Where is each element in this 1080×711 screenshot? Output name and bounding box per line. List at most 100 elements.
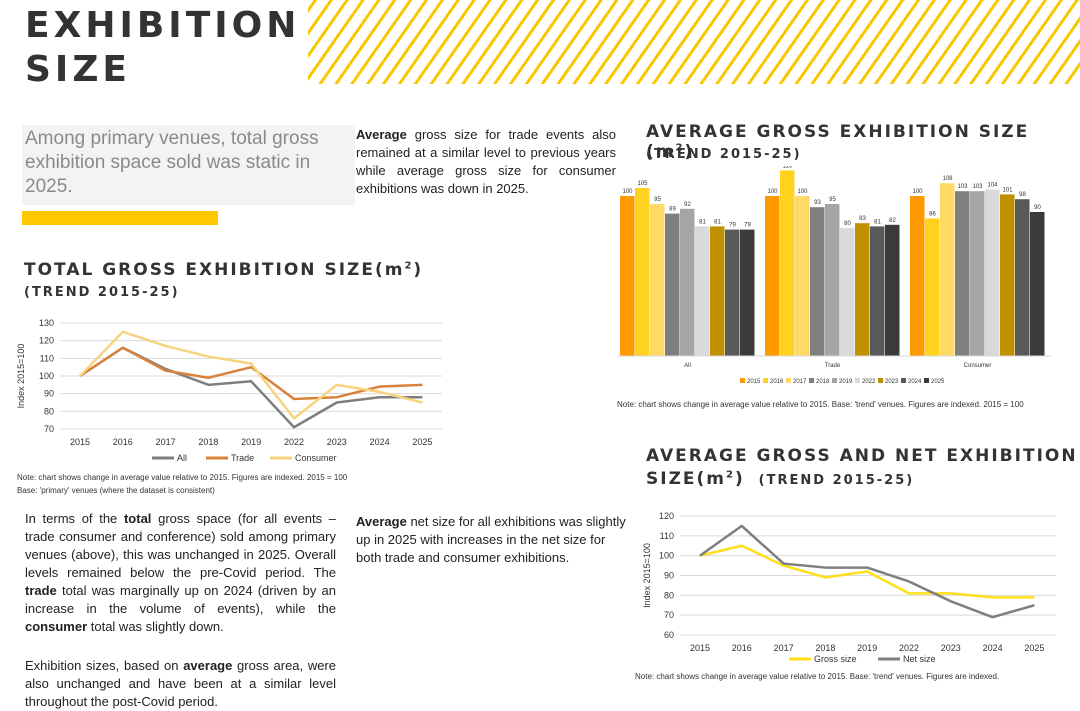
bar-legend-swatch — [786, 378, 791, 383]
exhibition-sizes-paragraph: Exhibition sizes, based on average gross… — [25, 657, 336, 711]
tg-p1-g: total was slightly down. — [87, 619, 224, 634]
bar-all-2025 — [740, 229, 755, 356]
total-legend-label: All — [177, 453, 187, 463]
bar-consumer-2019 — [970, 191, 985, 356]
total-x-tick: 2018 — [198, 437, 218, 447]
bar-value-label: 82 — [889, 218, 896, 224]
bar-legend-swatch — [901, 378, 906, 383]
avg_net-y-tick: 100 — [659, 551, 674, 561]
total-y-tick: 90 — [44, 389, 54, 399]
bar-legend-label: 2016 — [770, 379, 784, 385]
total-x-tick: 2023 — [327, 437, 347, 447]
total-legend-label: Trade — [231, 453, 254, 463]
bar-consumer-2018 — [955, 191, 970, 356]
avg-gross-chart-note: Note: chart shows change in average valu… — [617, 400, 1024, 409]
tg-p1-c: gross space (for all events – trade cons… — [25, 511, 336, 580]
avg-net-rest: net size for all exhibitions was slightl… — [356, 514, 626, 565]
total-chart: 70 80 90 100 110 120 130 2015 2016 2017 2018 2019 20… — [16, 318, 442, 463]
bar-value-label: 81 — [874, 219, 881, 225]
avg_net-y-tick: 60 — [664, 630, 674, 640]
avg_net-x-tick: 2025 — [1024, 643, 1044, 653]
bar-all-2015 — [620, 196, 635, 356]
bar-value-label: 93 — [814, 200, 821, 206]
total-x-tick: 2016 — [113, 437, 133, 447]
avg-net-chart-title2: SIZE(m2) (TREND 2015-25) — [646, 469, 914, 489]
total-x-tick: 2022 — [284, 437, 304, 447]
avg_net-x-tick: 2016 — [732, 643, 752, 653]
bar-value-label: 89 — [669, 207, 676, 213]
bar-value-label: 81 — [714, 219, 721, 225]
total-chart-base: Base: 'primary' venues (where the datase… — [17, 486, 215, 495]
bar-value-label: 100 — [797, 189, 808, 195]
bar-all-2022 — [695, 226, 710, 356]
bar-category-label: Consumer — [964, 363, 992, 369]
tg-p2-a: Exhibition sizes, based on — [25, 658, 184, 673]
bar-legend-swatch — [809, 378, 814, 383]
bar-trade-2015 — [765, 196, 780, 356]
bar-legend-label: 2018 — [816, 379, 830, 385]
bar-consumer-2022 — [985, 189, 1000, 356]
bar-value-label: 100 — [767, 189, 778, 195]
bar-all-2024 — [725, 229, 740, 356]
total-x-tick: 2017 — [156, 437, 176, 447]
total-y-tick: 120 — [39, 336, 54, 346]
bar-trade-2022 — [840, 228, 855, 356]
tg-p1-f: consumer — [25, 619, 88, 634]
bar-value-label: 103 — [957, 184, 968, 190]
total-legend-label: Consumer — [295, 453, 337, 463]
bar-legend-swatch — [740, 378, 745, 383]
bar-trade-2019 — [825, 204, 840, 356]
total-chart-note: Note: chart shows change in average valu… — [17, 473, 348, 482]
bar-trade-2025 — [885, 224, 900, 356]
avg_net-x-tick: 2023 — [941, 643, 961, 653]
page-title-line2: SIZE — [25, 49, 132, 90]
bar-consumer-2024 — [1015, 199, 1030, 356]
bar-value-label: 81 — [699, 219, 706, 225]
avg-net-chart: 60 70 80 90 100 110 120 2015 2016 2017 2018 2019 202… — [642, 511, 1056, 664]
avg_net-x-tick: 2015 — [690, 643, 710, 653]
avg_net-x-tick: 2017 — [774, 643, 794, 653]
avg-gross-bold: Average — [356, 127, 407, 142]
bar-value-label: 86 — [929, 211, 936, 217]
avg_net-y-tick: 90 — [664, 571, 674, 581]
tg-p2-b: average — [183, 658, 233, 673]
total-x-tick: 2024 — [370, 437, 390, 447]
bar-value-label: 100 — [622, 189, 633, 195]
total-chart-title-end: ) — [413, 260, 424, 280]
tg-p1-b: total — [123, 511, 152, 526]
avg-gross-bar-chart: 100 105 95 89 92 81 81 79 79 All 100 116 100 93 95 80 83… — [618, 166, 1052, 385]
bar-trade-2024 — [870, 226, 885, 356]
total-y-tick: 70 — [44, 424, 54, 434]
avg_net-y-axis-label: Index 2015=100 — [642, 543, 652, 608]
avg_net-x-tick: 2018 — [815, 643, 835, 653]
bar-value-label: 83 — [859, 216, 866, 222]
avg_net-series-net-size — [699, 524, 1035, 619]
bar-value-label: 95 — [829, 197, 836, 203]
avg_net-x-tick: 2022 — [899, 643, 919, 653]
total-y-tick: 130 — [39, 318, 54, 328]
bar-legend-swatch — [832, 378, 837, 383]
total-chart-title: TOTAL GROSS EXHIBITION SIZE(m2) — [24, 260, 423, 280]
avg-gross-title-text: AVERAGE GROSS EXHIBITION SIZE (m — [646, 122, 1030, 162]
avg-net-chart-title1: AVERAGE GROSS AND NET EXHIBITION — [646, 446, 1078, 466]
bar-legend-swatch — [855, 378, 860, 383]
bar-trade-2018 — [810, 207, 825, 356]
bar-all-2017 — [650, 204, 665, 356]
tg-p1-e: total was marginally up on 2024 (driven … — [25, 583, 336, 616]
avg-net-title2-sup: 2 — [726, 469, 735, 481]
avg_net-y-tick: 80 — [664, 590, 674, 600]
bar-legend-label: 2019 — [839, 379, 853, 385]
bar-all-2018 — [665, 213, 680, 356]
tg-p1-a: In terms of the — [25, 511, 124, 526]
total-gross-paragraph: In terms of the total gross space (for a… — [25, 510, 336, 636]
bar-value-label: 100 — [912, 189, 923, 195]
bar-value-label: 79 — [729, 223, 736, 229]
total-series-consumer — [79, 330, 423, 420]
total-y-tick: 80 — [44, 406, 54, 416]
avg_net-x-tick: 2024 — [983, 643, 1003, 653]
page-title-line1: EXHIBITION — [25, 5, 301, 46]
bar-category-label: Trade — [825, 363, 841, 369]
bar-legend-label: 2025 — [931, 379, 945, 385]
bar-value-label: 116 — [783, 166, 793, 169]
bar-value-label: 108 — [942, 176, 953, 182]
